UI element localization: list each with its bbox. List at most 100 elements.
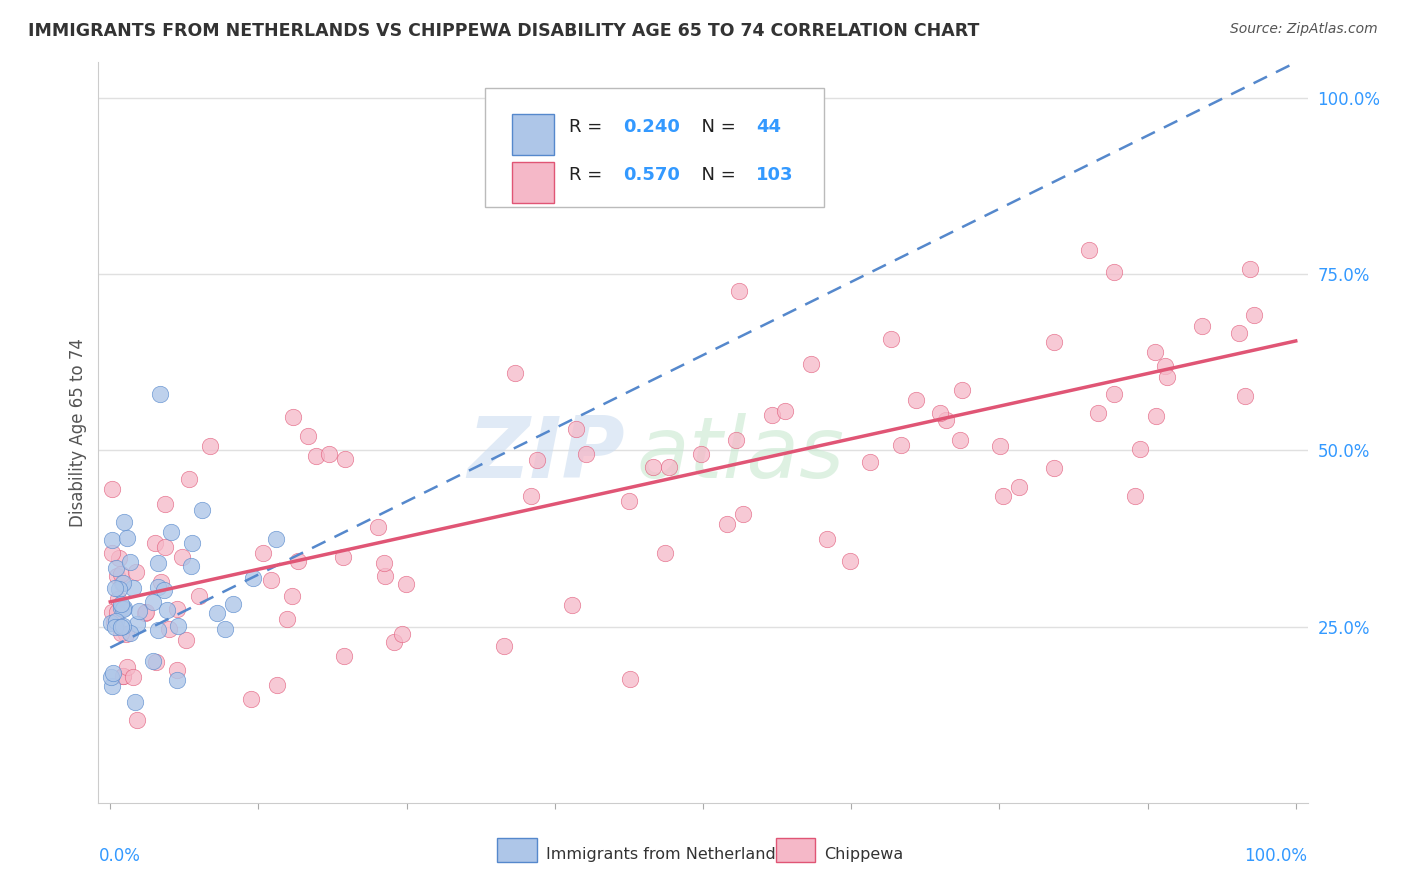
Point <box>127 617 149 632</box>
Text: Immigrants from Netherlands: Immigrants from Netherlands <box>546 847 783 863</box>
Text: 103: 103 <box>756 166 794 184</box>
Point <box>167 618 190 632</box>
Point <box>128 604 150 618</box>
Point <box>728 284 751 298</box>
Point <box>1233 388 1256 402</box>
Point <box>1008 480 1031 494</box>
Point <box>260 573 283 587</box>
Point <box>205 606 228 620</box>
Point <box>115 531 138 545</box>
Point <box>252 546 274 560</box>
Point <box>143 536 166 550</box>
Point <box>1191 319 1213 334</box>
Point <box>100 546 122 560</box>
Point <box>150 575 173 590</box>
Point <box>170 550 193 565</box>
Text: ZIP: ZIP <box>467 413 624 496</box>
Point <box>1129 442 1152 457</box>
Point <box>101 666 124 681</box>
Point <box>107 550 129 565</box>
Text: N =: N = <box>690 166 741 184</box>
Point <box>100 616 122 631</box>
Point <box>761 408 783 422</box>
Point <box>166 673 188 687</box>
Point <box>166 602 188 616</box>
Text: 100.0%: 100.0% <box>1244 847 1308 865</box>
Point <box>391 627 413 641</box>
Point <box>157 622 180 636</box>
Point <box>526 453 548 467</box>
Point <box>880 332 903 346</box>
Text: R =: R = <box>569 166 607 184</box>
Point <box>305 449 328 463</box>
Text: IMMIGRANTS FROM NETHERLANDS VS CHIPPEWA DISABILITY AGE 65 TO 74 CORRELATION CHAR: IMMIGRANTS FROM NETHERLANDS VS CHIPPEWA … <box>28 22 980 40</box>
Point <box>374 569 396 583</box>
Point <box>110 567 132 582</box>
Point <box>166 663 188 677</box>
Point <box>111 576 134 591</box>
Point <box>904 392 927 407</box>
Point <box>100 670 122 684</box>
Point <box>135 605 157 619</box>
Point <box>110 620 132 634</box>
Point <box>492 640 515 654</box>
Point <box>146 556 169 570</box>
Point <box>142 595 165 609</box>
Point <box>1043 461 1066 475</box>
Point <box>1125 489 1147 503</box>
Point <box>1043 335 1066 350</box>
Point <box>111 601 134 615</box>
Point <box>110 626 132 640</box>
Point <box>520 489 543 503</box>
Point <box>149 387 172 401</box>
Point <box>859 455 882 469</box>
Point <box>935 413 957 427</box>
Point <box>153 497 176 511</box>
Point <box>318 447 340 461</box>
Point <box>115 660 138 674</box>
Point <box>100 533 122 548</box>
Point <box>191 503 214 517</box>
Text: atlas: atlas <box>637 413 845 496</box>
Point <box>297 429 319 443</box>
Point <box>174 633 197 648</box>
Point <box>1156 369 1178 384</box>
Point <box>276 612 298 626</box>
Point <box>112 669 135 683</box>
Point <box>1143 345 1166 359</box>
Bar <box>512 114 554 155</box>
Text: Source: ZipAtlas.com: Source: ZipAtlas.com <box>1230 22 1378 37</box>
Point <box>152 582 174 597</box>
Point <box>658 459 681 474</box>
Text: 44: 44 <box>756 118 782 136</box>
Point <box>112 516 135 530</box>
Point <box>395 576 418 591</box>
Point <box>1144 409 1167 424</box>
Point <box>1087 406 1109 420</box>
Point <box>127 713 149 727</box>
Point <box>560 598 582 612</box>
Point <box>367 520 389 534</box>
Point <box>179 472 201 486</box>
Point <box>103 615 125 630</box>
Point <box>146 580 169 594</box>
Point <box>112 618 135 632</box>
Point <box>124 565 146 579</box>
Point <box>145 655 167 669</box>
Point <box>100 679 122 693</box>
Point <box>988 439 1011 453</box>
Point <box>929 406 952 420</box>
Point <box>104 620 127 634</box>
Point <box>122 582 145 596</box>
Point <box>266 678 288 692</box>
Point <box>148 623 170 637</box>
Point <box>575 448 598 462</box>
Point <box>118 555 141 569</box>
Point <box>112 669 135 683</box>
Point <box>1243 308 1265 322</box>
Point <box>373 557 395 571</box>
Y-axis label: Disability Age 65 to 74: Disability Age 65 to 74 <box>69 338 87 527</box>
Point <box>120 625 142 640</box>
Text: R =: R = <box>569 118 607 136</box>
Point <box>1239 261 1261 276</box>
